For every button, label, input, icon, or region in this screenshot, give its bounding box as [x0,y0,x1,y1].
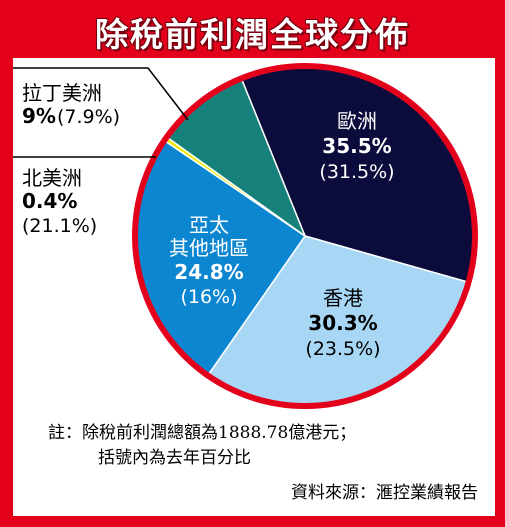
label-latin-america-name: 拉丁美洲 [22,81,102,105]
label-asia-pacific-value: 24.8% [174,260,243,284]
label-hong-kong-value: 30.3% [308,311,377,335]
chart-title: 除稅前利潤全球分佈 [95,15,410,54]
label-latin-america-value: 9% [22,104,56,128]
label-europe-previous: (31.5%) [319,161,394,183]
label-latin-america-previous: (7.9%) [57,106,120,128]
pie-outline [132,63,478,409]
label-asia-pacific-line2: 其他地區 [169,236,249,260]
source-note: 資料來源：滙控業績報告 [291,483,478,503]
label-north-america-name: 北美洲 [22,166,82,190]
label-hong-kong-name: 香港 [323,286,363,310]
footnote-line2: 括號內為去年百分比 [98,448,251,468]
label-asia-pacific-line1: 亞太 [189,213,229,237]
label-europe-value: 35.5% [322,134,391,158]
label-europe-name: 歐洲 [337,109,377,133]
label-north-america-previous: (21.1%) [22,215,97,237]
label-north-america-value: 0.4% [22,189,77,213]
label-hong-kong-previous: (23.5%) [305,338,380,360]
leader-line-latin-america [13,67,189,121]
label-asia-pacific-previous: (16%) [180,286,237,308]
footnote-line1: 註：除稅前利潤總額為1888.78億港元； [48,423,356,443]
